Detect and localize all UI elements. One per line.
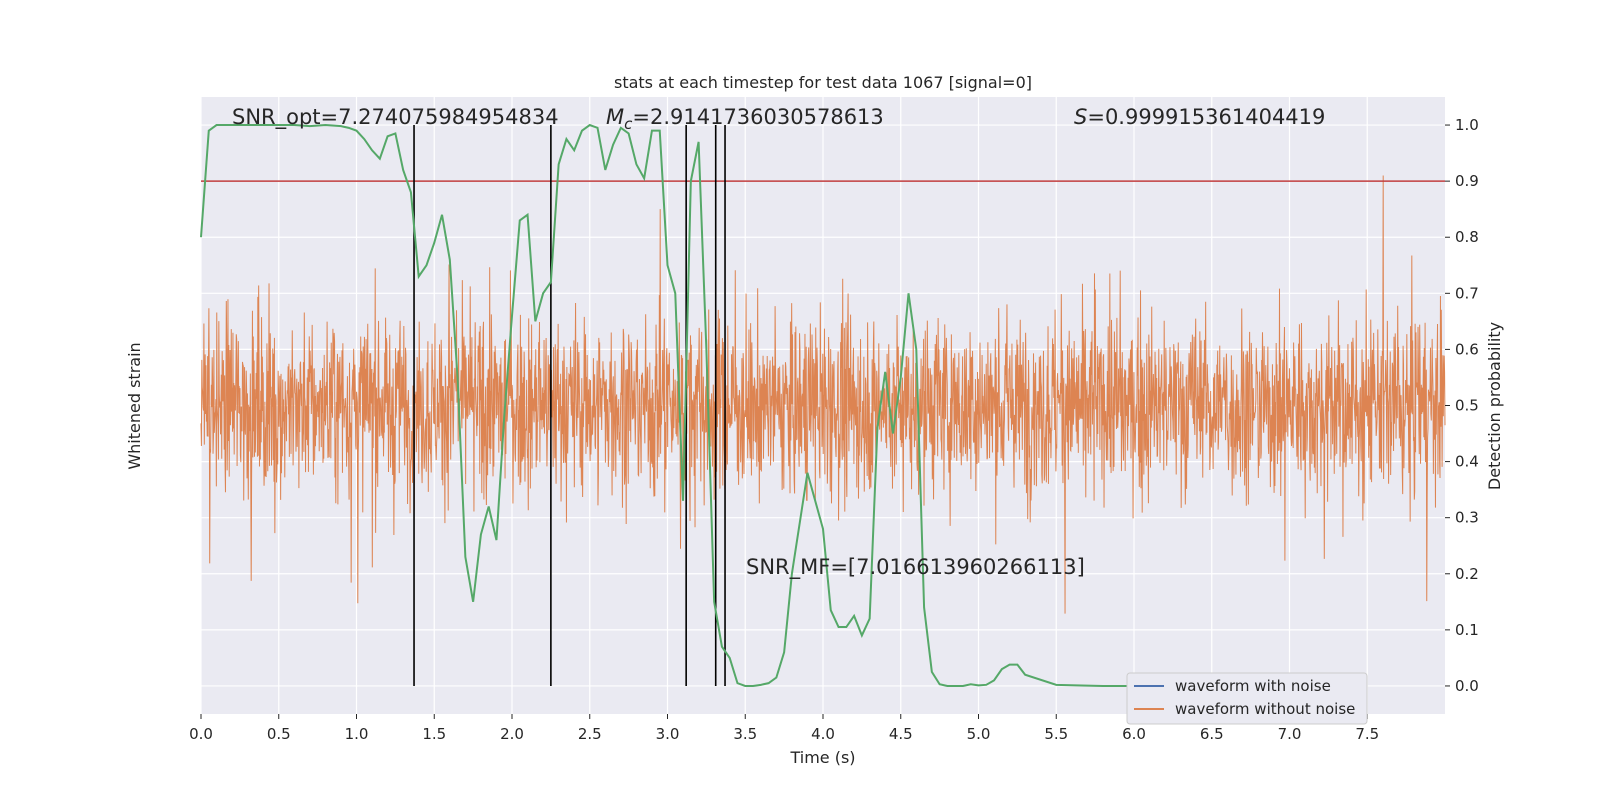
legend-label-with-noise: waveform with noise — [1175, 677, 1331, 695]
x-tick-label: 1.5 — [422, 725, 446, 743]
snr-opt-annotation: SNR_opt=7.274075984954834 — [232, 105, 559, 130]
y-axis-label-left: Whitened strain — [125, 342, 144, 469]
x-tick-label: 0.5 — [267, 725, 291, 743]
x-tick-label: 7.0 — [1278, 725, 1302, 743]
y-tick-label-right: 0.7 — [1455, 284, 1479, 302]
x-tick-label: 3.5 — [733, 725, 757, 743]
x-tick-label: 6.5 — [1200, 725, 1224, 743]
y-tick-label-right: 0.5 — [1455, 397, 1479, 415]
x-tick-label: 0.0 — [189, 725, 213, 743]
x-axis-label: Time (s) — [789, 748, 855, 767]
x-tick-label: 7.5 — [1355, 725, 1379, 743]
s-value: =0.999915361404419 — [1087, 105, 1325, 129]
legend: waveform with noise waveform without noi… — [1126, 672, 1368, 725]
detection-probability-line — [200, 123, 1197, 687]
x-tick-label: 4.5 — [889, 725, 913, 743]
x-tick-label: 6.0 — [1122, 725, 1146, 743]
y-tick-label-right: 0.9 — [1455, 172, 1479, 190]
x-tick-label: 1.0 — [345, 725, 369, 743]
chirp-mass-annotation: Mc=2.9141736030578613 — [606, 105, 884, 133]
s-value-annotation: S=0.999915361404419 — [1074, 105, 1325, 129]
y-tick-label-right: 0.1 — [1455, 621, 1479, 639]
axis-ticks: 0.0 0.5 1.0 1.5 2.0 2.5 3.0 3.5 4.0 4.5 5.0 5.5 6.0 6… — [189, 116, 1479, 743]
x-tick-label: 5.0 — [967, 725, 991, 743]
legend-box — [1126, 672, 1368, 725]
chirp-mass-value: =2.9141736030578613 — [632, 105, 883, 129]
x-tick-label: 2.0 — [500, 725, 524, 743]
chirp-mass-symbol: M — [606, 105, 624, 129]
strain-trace — [200, 175, 1446, 614]
x-tick-label: 2.5 — [578, 725, 602, 743]
y-tick-label-right: 0.0 — [1455, 677, 1479, 695]
y-tick-label-right: 0.4 — [1455, 453, 1479, 471]
chirp-mass-subscript: c — [624, 115, 633, 133]
y-axis-label-right: Detection probability — [1485, 322, 1504, 490]
x-tick-label: 3.0 — [656, 725, 680, 743]
x-tick-label: 4.0 — [811, 725, 835, 743]
s-symbol: S — [1074, 105, 1087, 129]
detection-probability-group — [200, 123, 1197, 687]
y-tick-label-right: 0.6 — [1455, 340, 1479, 358]
y-tick-label-right: 0.2 — [1455, 565, 1479, 583]
y-tick-label-right: 0.3 — [1455, 509, 1479, 527]
x-tick-label: 5.5 — [1044, 725, 1068, 743]
y-tick-label-right: 0.8 — [1455, 228, 1479, 246]
snr-mf-annotation: SNR_MF=[7.016613960266113] — [746, 555, 1085, 580]
legend-label-without-noise: waveform without noise — [1175, 700, 1355, 718]
strain-waveform-without-noise — [200, 175, 1446, 614]
y-tick-label-right: 1.0 — [1455, 116, 1479, 134]
chart-title: stats at each timestep for test data 106… — [614, 73, 1032, 92]
